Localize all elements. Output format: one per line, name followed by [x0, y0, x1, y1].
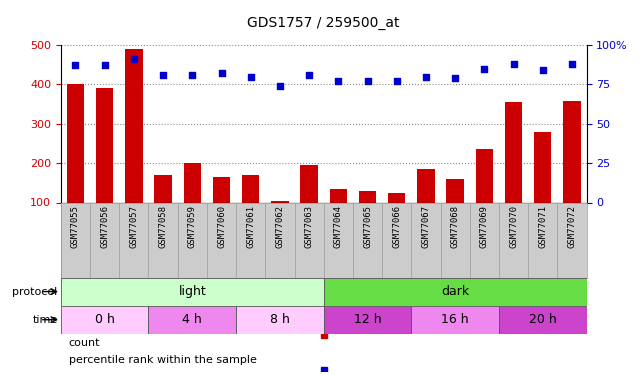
Bar — [563, 101, 581, 242]
Bar — [213, 177, 230, 242]
Text: 12 h: 12 h — [354, 313, 381, 326]
Point — [567, 61, 577, 67]
Text: GSM77060: GSM77060 — [217, 205, 226, 248]
Point — [71, 63, 81, 69]
Point — [99, 63, 110, 69]
Bar — [504, 102, 522, 242]
Point — [187, 72, 197, 78]
Text: GSM77067: GSM77067 — [421, 205, 430, 248]
Bar — [476, 149, 493, 242]
Bar — [67, 84, 84, 242]
Text: GDS1757 / 259500_at: GDS1757 / 259500_at — [247, 16, 400, 30]
Bar — [499, 306, 587, 334]
Text: protocol: protocol — [12, 286, 58, 297]
Text: GSM77059: GSM77059 — [188, 205, 197, 248]
Text: GSM77070: GSM77070 — [509, 205, 518, 248]
Text: 0 h: 0 h — [95, 313, 115, 326]
Text: 8 h: 8 h — [270, 313, 290, 326]
Text: GSM77066: GSM77066 — [392, 205, 401, 248]
Point — [158, 72, 168, 78]
Bar — [329, 189, 347, 242]
Point — [450, 75, 460, 81]
Point — [508, 61, 519, 67]
Point — [538, 67, 548, 73]
Text: GSM77071: GSM77071 — [538, 205, 547, 248]
Text: GSM77072: GSM77072 — [567, 205, 576, 248]
Text: GSM77064: GSM77064 — [334, 205, 343, 248]
Bar — [61, 306, 149, 334]
Bar — [412, 306, 499, 334]
Text: GSM77055: GSM77055 — [71, 205, 80, 248]
Point — [217, 70, 227, 76]
Text: GSM77062: GSM77062 — [276, 205, 285, 248]
Text: count: count — [69, 338, 100, 348]
Bar — [446, 179, 464, 242]
Bar — [61, 278, 324, 306]
Text: GSM77056: GSM77056 — [100, 205, 109, 248]
Bar — [125, 49, 143, 242]
Bar — [271, 201, 288, 242]
Bar — [534, 132, 551, 242]
Point — [479, 66, 490, 72]
Point — [362, 78, 372, 84]
Point — [275, 83, 285, 89]
Point — [392, 78, 402, 84]
Bar — [183, 163, 201, 242]
Text: GSM77068: GSM77068 — [451, 205, 460, 248]
Bar — [96, 88, 113, 242]
Text: GSM77065: GSM77065 — [363, 205, 372, 248]
Bar — [388, 193, 406, 242]
Text: GSM77063: GSM77063 — [304, 205, 313, 248]
Text: dark: dark — [441, 285, 469, 298]
Text: GSM77069: GSM77069 — [480, 205, 489, 248]
Bar — [154, 175, 172, 242]
Text: 20 h: 20 h — [529, 313, 556, 326]
Bar — [242, 175, 260, 242]
Point — [129, 56, 139, 62]
Bar — [359, 190, 376, 242]
Bar — [324, 306, 412, 334]
Text: GSM77058: GSM77058 — [158, 205, 167, 248]
Point — [246, 74, 256, 80]
Bar — [324, 278, 587, 306]
Bar — [149, 306, 236, 334]
Bar — [417, 169, 435, 242]
Text: GSM77057: GSM77057 — [129, 205, 138, 248]
Text: 4 h: 4 h — [183, 313, 202, 326]
Bar — [236, 306, 324, 334]
Point — [420, 74, 431, 80]
Text: time: time — [33, 315, 58, 325]
Text: light: light — [178, 285, 206, 298]
Text: 16 h: 16 h — [441, 313, 469, 326]
Bar — [301, 165, 318, 242]
Text: GSM77061: GSM77061 — [246, 205, 255, 248]
Point — [304, 72, 314, 78]
Text: percentile rank within the sample: percentile rank within the sample — [69, 355, 256, 365]
Point — [333, 78, 344, 84]
